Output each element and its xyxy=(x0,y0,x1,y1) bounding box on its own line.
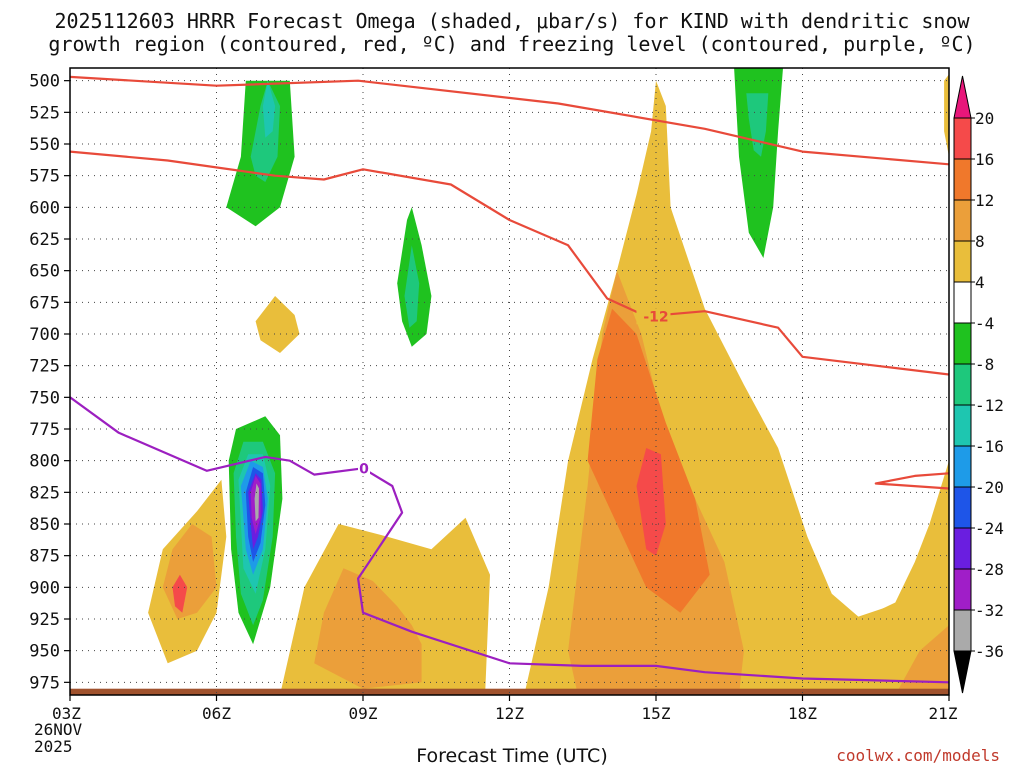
omega-region-minus8-17z xyxy=(734,68,783,258)
y-tick-label-775: 775 xyxy=(29,420,60,440)
y-tick-label-825: 825 xyxy=(29,483,60,503)
colorbar-swatch-11 xyxy=(953,527,972,570)
colorbar-label-4: 4 xyxy=(975,273,985,292)
omega-region-plus4-07z xyxy=(255,296,300,353)
colorbar-label-3: 8 xyxy=(975,232,985,251)
y-tick-label-550: 550 xyxy=(29,135,60,155)
omega-region-minus16-07z-upper xyxy=(262,80,276,138)
y-tick-label-875: 875 xyxy=(29,547,60,567)
omega-region-plus8-21z xyxy=(895,625,949,695)
y-tick-label-975: 975 xyxy=(29,673,60,693)
grid xyxy=(70,68,949,695)
colorbar-label-0: 20 xyxy=(975,109,994,128)
colorbar-swatch-3 xyxy=(953,199,972,242)
chart-title-line-2: growth region (contoured, red, ºC) and f… xyxy=(48,32,976,56)
colorbar-label-12: -32 xyxy=(975,601,1004,620)
colorbar-swatch-7 xyxy=(953,363,972,406)
chart-title-line-1: 2025112603 HRRR Forecast Omega (shaded, … xyxy=(54,9,970,33)
x-tick-label-21Z: 21Z xyxy=(929,704,958,723)
y-tick-label-725: 725 xyxy=(29,357,60,377)
contour-label-dgz-backing xyxy=(636,308,671,325)
colorbar-label-8: -16 xyxy=(975,437,1004,456)
omega-region-minus12-17z xyxy=(746,93,769,157)
colorbar-swatch-2 xyxy=(953,158,972,201)
omega-region-minus4-10z xyxy=(363,68,490,417)
colorbar-swatch-5 xyxy=(953,281,972,324)
y-tick-label-750: 750 xyxy=(29,388,60,408)
colorbar-label-2: 12 xyxy=(975,191,994,210)
x-tick-label-03Z: 03Z xyxy=(52,704,81,723)
colorbar-swatch-10 xyxy=(953,486,972,529)
y-tick-label-600: 600 xyxy=(29,198,60,218)
colorbar-arrow-top xyxy=(953,75,972,119)
y-tick-label-500: 500 xyxy=(29,72,60,92)
colorbar-swatch-9 xyxy=(953,445,972,488)
x-tick-label-06Z: 06Z xyxy=(202,704,231,723)
colorbar: 20 16 12 8 4 -4 -8 -12 -16 -20 -24 -28 -32 -36 xyxy=(953,75,1004,694)
x-axis: 03Z 06Z 09Z 12Z 15Z 18Z 21Z xyxy=(52,695,958,723)
colorbar-swatch-8 xyxy=(953,404,972,447)
y-tick-label-950: 950 xyxy=(29,642,60,662)
x-tick-label-12Z: 12Z xyxy=(495,704,524,723)
colorbar-label-9: -20 xyxy=(975,478,1004,497)
colorbar-swatch-13 xyxy=(953,609,972,652)
omega-region-plus4-21z xyxy=(783,486,949,695)
y-tick-label-900: 900 xyxy=(29,578,60,598)
y-tick-label-625: 625 xyxy=(29,230,60,250)
temperature-contours xyxy=(70,75,949,684)
omega-region-minus36-07z xyxy=(254,483,259,522)
omega-region-plus4-edge xyxy=(944,74,949,157)
colorbar-label-5: -4 xyxy=(975,314,994,333)
omega-region-minus4-12z xyxy=(499,521,527,626)
y-tick-label-850: 850 xyxy=(29,515,60,535)
colorbar-swatch-4 xyxy=(953,240,972,283)
colorbar-arrow-bottom xyxy=(953,650,972,694)
y-tick-label-700: 700 xyxy=(29,325,60,345)
colorbar-swatch-6 xyxy=(953,322,972,365)
colorbar-label-13: -36 xyxy=(975,642,1004,661)
omega-region-plus16-core xyxy=(636,448,666,556)
contour-label-freezing: 0 xyxy=(359,461,369,477)
contour-dgz-upper xyxy=(70,75,949,166)
colorbar-label-11: -28 xyxy=(975,560,1004,579)
omega-region-minus4-04z xyxy=(94,549,134,661)
omega-region-minus4-14z xyxy=(568,68,637,151)
y-tick-label-575: 575 xyxy=(29,167,60,187)
y-tick-label-925: 925 xyxy=(29,610,60,630)
contour-dgz-lowlevel-sliver xyxy=(874,472,949,490)
colorbar-label-10: -24 xyxy=(975,519,1004,538)
x-tick-label-18Z: 18Z xyxy=(788,704,817,723)
omega-shading xyxy=(70,68,949,695)
omega-region-minus12-10z xyxy=(404,245,420,328)
colorbar-label-6: -8 xyxy=(975,355,994,374)
contour-labels: -12 0 xyxy=(358,308,671,477)
y-tick-label-675: 675 xyxy=(29,293,60,313)
credit-link[interactable]: coolwx.com/models xyxy=(836,746,1000,765)
terrain-band xyxy=(70,688,949,695)
y-axis: 500 525 550 575 600 625 650 675 700 725 750 775 800 8… xyxy=(29,72,70,693)
colorbar-swatch-1 xyxy=(953,117,972,160)
omega-region-plus16-05z xyxy=(172,574,188,613)
contour-freezing-level xyxy=(70,396,949,684)
contour-label-dgz: -12 xyxy=(643,309,668,325)
y-tick-label-650: 650 xyxy=(29,262,60,282)
omega-region-plus8-low xyxy=(314,568,422,689)
contour-dgz-lower xyxy=(70,150,949,376)
contour-label-freezing-backing xyxy=(358,460,370,477)
x-tick-label-09Z: 09Z xyxy=(349,704,378,723)
x-axis-title: Forecast Time (UTC) xyxy=(416,745,608,767)
date-label-day: 26NOV xyxy=(34,720,83,739)
colorbar-label-1: 16 xyxy=(975,150,994,169)
x-tick-label-15Z: 15Z xyxy=(642,704,671,723)
y-tick-label-800: 800 xyxy=(29,452,60,472)
omega-time-height-chart: -12 0 500 525 550 575 600 625 650 675 700 725 750 77… xyxy=(29,67,1004,723)
date-label-year: 2025 xyxy=(34,737,73,756)
colorbar-swatch-12 xyxy=(953,568,972,611)
colorbar-label-7: -12 xyxy=(975,396,1004,415)
y-tick-label-525: 525 xyxy=(29,103,60,123)
